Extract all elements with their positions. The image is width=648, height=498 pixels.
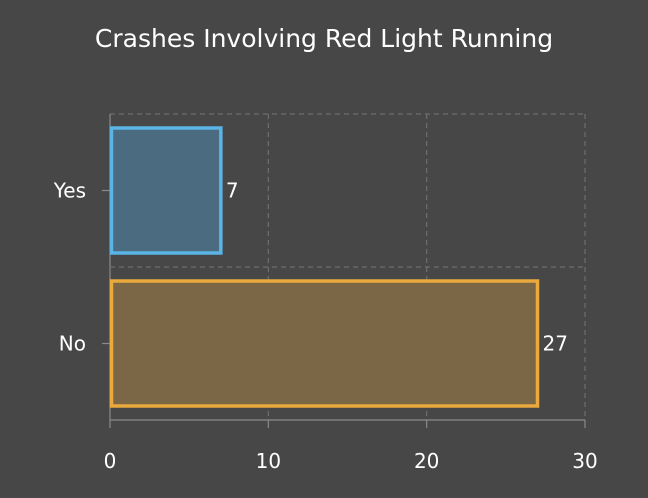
x-tick-label: 30 (572, 449, 597, 473)
y-tick-label-yes: Yes (53, 179, 86, 203)
x-tick-label: 20 (414, 449, 439, 473)
data-label-yes: 7 (226, 179, 239, 203)
bar-no (109, 279, 540, 408)
labels: 0 10 20 30 Yes 7 No 27 (53, 179, 598, 474)
bar-yes (109, 126, 223, 255)
x-tick-label: 0 (104, 449, 117, 473)
data-label-no: 27 (543, 332, 568, 356)
y-tick-label-no: No (59, 332, 86, 356)
bars (109, 126, 540, 408)
chart-title: Crashes Involving Red Light Running (95, 24, 553, 53)
x-tick-label: 10 (256, 449, 281, 473)
